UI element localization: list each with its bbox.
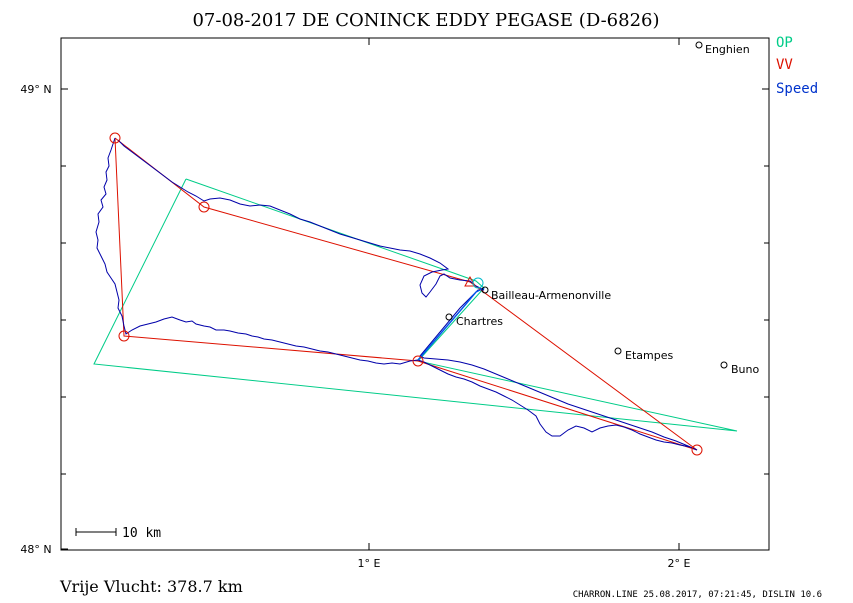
place-buno: Buno (720, 361, 759, 376)
scale-bar: 10 km (75, 526, 161, 541)
top-ticks (368, 38, 680, 45)
lat-label-48: 48° N (20, 543, 51, 556)
lon-label-2e: 2° E (668, 557, 691, 570)
place-label: Enghien (705, 43, 750, 56)
place-enghien: Enghien (695, 41, 750, 56)
turnpoint-circle (118, 330, 130, 342)
place-bailleau: Bailleau-Armenonville (481, 286, 611, 302)
flight-track (95, 137, 698, 451)
lat-label-49: 49° N (20, 83, 51, 96)
legend-speed: Speed (776, 81, 818, 97)
legend-vv: VV (776, 57, 793, 73)
start-circle-icon (472, 277, 484, 289)
place-chartres: Chartres (445, 313, 503, 328)
plot-frame (60, 37, 770, 551)
place-label: Chartres (456, 315, 503, 328)
place-label: Etampes (625, 349, 673, 362)
bottom-ticks (368, 543, 680, 550)
turnpoint-circle (691, 444, 703, 456)
turnpoint-markers (109, 132, 703, 456)
turnpoint-circle (109, 132, 121, 144)
place-label: Bailleau-Armenonville (491, 289, 611, 302)
legend-op: OP (776, 35, 793, 51)
place-label: Buno (731, 363, 759, 376)
turnpoint-circle (412, 355, 424, 367)
lon-label-1e: 1° E (358, 557, 381, 570)
right-ticks (762, 88, 769, 475)
left-ticks (61, 88, 68, 550)
start-triangle-icon (464, 275, 476, 287)
turnpoint-circle (198, 201, 210, 213)
speed-track (417, 287, 485, 361)
scale-label: 10 km (122, 526, 161, 541)
distance-text: Vrije Vlucht: 378.7 km (59, 577, 243, 596)
place-etampes: Etampes (614, 347, 673, 362)
op-route (93, 178, 738, 432)
credit-text: CHARRON.LINE 25.08.2017, 07:21:45, DISLI… (573, 590, 822, 600)
page-title: 07-08-2017 DE CONINCK EDDY PEGASE (D-682… (192, 10, 659, 31)
